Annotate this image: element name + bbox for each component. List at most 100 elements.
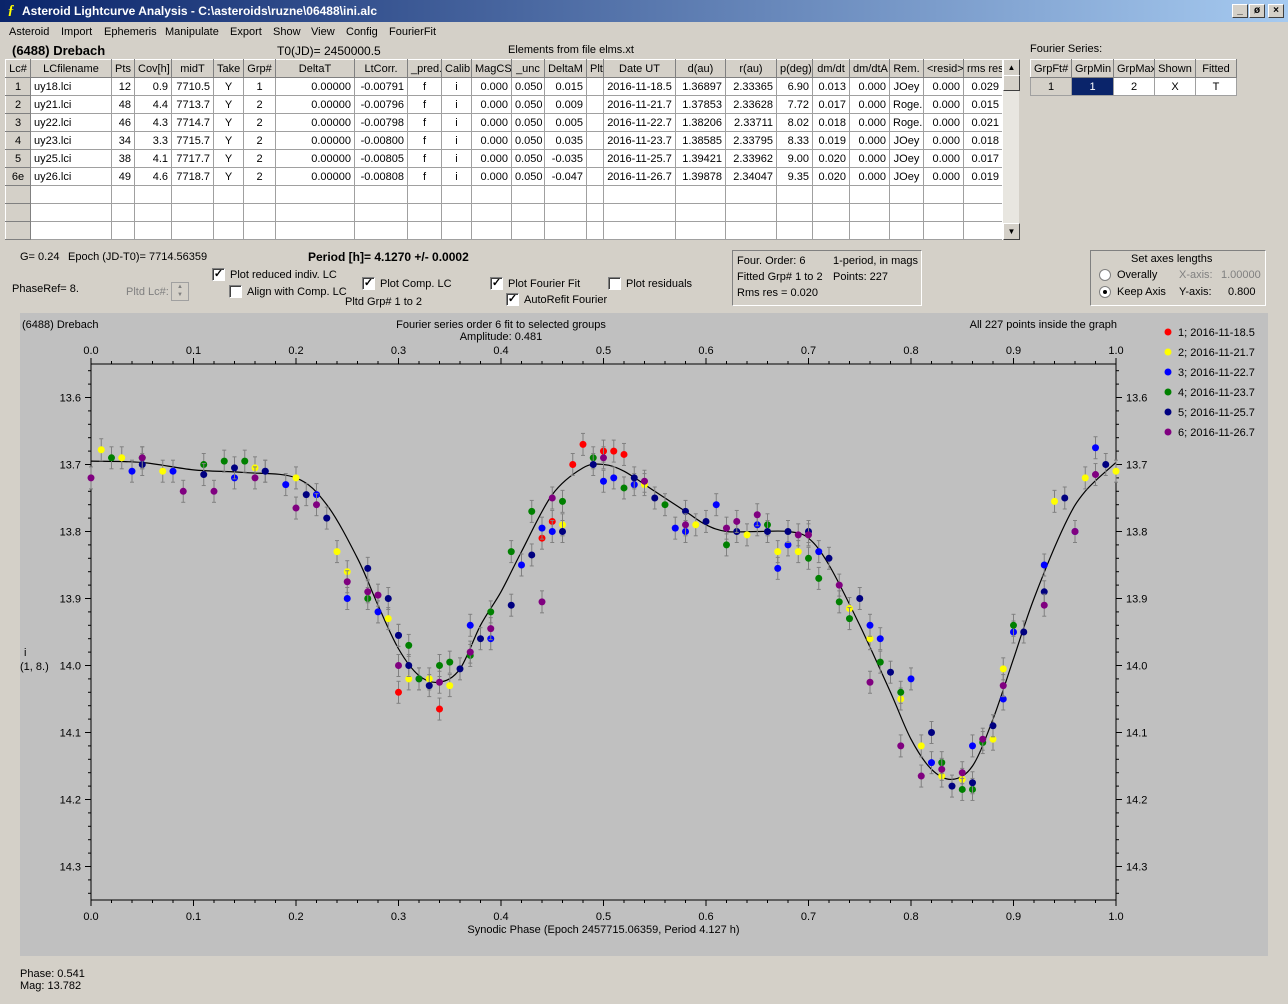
cell-take[interactable]: Y <box>213 131 244 150</box>
cell-grp[interactable]: 2 <box>243 167 276 186</box>
cell-deltam[interactable]: 0.035 <box>544 131 587 150</box>
cell-grp[interactable]: 2 <box>243 149 276 168</box>
cell-deltam[interactable]: -0.047 <box>544 167 587 186</box>
cell-midt[interactable]: 7714.7 <box>171 113 214 132</box>
cell-lc[interactable]: 4 <box>5 131 31 150</box>
cell-empty[interactable] <box>586 203 604 222</box>
cell-d-au[interactable]: 1.37853 <box>675 95 726 114</box>
cell-p-deg[interactable]: 8.02 <box>776 113 813 132</box>
cell-empty[interactable] <box>812 203 850 222</box>
cell-midt[interactable]: 7710.5 <box>171 77 214 96</box>
cell-p-deg[interactable]: 9.35 <box>776 167 813 186</box>
cell-dateut[interactable]: 2016-11-26.7 <box>603 167 676 186</box>
cell-empty[interactable] <box>812 221 850 240</box>
col-header-deltam[interactable]: DeltaM <box>544 59 587 78</box>
cell-rem[interactable]: JOey <box>889 131 924 150</box>
cell-empty[interactable] <box>889 221 924 240</box>
cell-rem[interactable]: Roge.. <box>889 95 924 114</box>
cell-empty[interactable] <box>849 203 890 222</box>
cell-empty[interactable] <box>441 221 472 240</box>
autorefit-checkbox[interactable]: ✓ AutoRefit Fourier <box>506 293 607 306</box>
cell-deltat[interactable]: 0.00000 <box>275 167 355 186</box>
cell-calib[interactable]: i <box>441 113 472 132</box>
menu-import[interactable]: Import <box>61 26 93 38</box>
cell-lcfilename[interactable]: uy26.lci <box>30 167 112 186</box>
cell-ltcorr[interactable]: -0.00791 <box>354 77 408 96</box>
plot-comp-checkbox[interactable]: ✓ Plot Comp. LC <box>362 277 452 290</box>
col-header-plt[interactable]: Plt <box>586 59 604 78</box>
col-header-dmdta[interactable]: dm/dtA <box>849 59 890 78</box>
y-axis-value[interactable]: 0.800 <box>1228 286 1256 298</box>
cell-empty[interactable] <box>923 185 964 204</box>
cell-rms-res[interactable]: 0.029 <box>963 77 1003 96</box>
cell-r-au[interactable]: 2.33962 <box>725 149 777 168</box>
cell-calib[interactable]: i <box>441 167 472 186</box>
cell-p-deg[interactable]: 7.72 <box>776 95 813 114</box>
cell-d-au[interactable]: 1.39421 <box>675 149 726 168</box>
cell-cov[interactable]: 0.9 <box>134 77 172 96</box>
cell-rem[interactable]: JOey <box>889 77 924 96</box>
cell-empty[interactable] <box>923 221 964 240</box>
cell-rem[interactable]: Roge.. <box>889 113 924 132</box>
menu-fourierfit[interactable]: FourierFit <box>389 26 437 38</box>
col-header-lc[interactable]: Lc# <box>5 59 31 78</box>
align-comp-checkbox[interactable]: Align with Comp. LC <box>229 285 347 298</box>
restore-button[interactable]: ø <box>1249 4 1265 18</box>
cell-empty[interactable] <box>963 203 1003 222</box>
cell-magcs[interactable]: 0.000 <box>471 113 512 132</box>
table-row-empty[interactable] <box>5 185 1003 204</box>
cell-dmdta[interactable]: 0.000 <box>849 113 890 132</box>
cell-empty[interactable] <box>134 221 172 240</box>
cell-r-au[interactable]: 2.33628 <box>725 95 777 114</box>
cell-empty[interactable] <box>725 203 777 222</box>
cell-grp[interactable]: 2 <box>243 95 276 114</box>
cell-empty[interactable] <box>354 185 408 204</box>
col-header-p-deg[interactable]: p(deg) <box>776 59 813 78</box>
cell-empty[interactable] <box>511 203 545 222</box>
menu-export[interactable]: Export <box>230 26 262 38</box>
cell-deltat[interactable]: 0.00000 <box>275 149 355 168</box>
cell-ltcorr[interactable]: -0.00796 <box>354 95 408 114</box>
cell-rms-res[interactable]: 0.015 <box>963 95 1003 114</box>
plot-reduced-checkbox[interactable]: ✓ Plot reduced indiv. LC <box>212 268 337 281</box>
cell-dateut[interactable]: 2016-11-21.7 <box>603 95 676 114</box>
cell-dateut[interactable]: 2016-11-22.7 <box>603 113 676 132</box>
cell-calib[interactable]: i <box>441 77 472 96</box>
cell-unc[interactable]: 0.050 <box>511 167 545 186</box>
menu-config[interactable]: Config <box>346 26 378 38</box>
cell-midt[interactable]: 7713.7 <box>171 95 214 114</box>
cell-empty[interactable] <box>134 185 172 204</box>
col-header-ltcorr[interactable]: LtCorr. <box>354 59 408 78</box>
scroll-thumb[interactable] <box>1003 75 1020 91</box>
cell-take[interactable]: Y <box>213 95 244 114</box>
table-scrollbar[interactable]: ▲ ▼ <box>1002 59 1020 240</box>
cell-empty[interactable] <box>30 221 112 240</box>
cell-plt[interactable] <box>586 131 604 150</box>
cell-empty[interactable] <box>725 221 777 240</box>
cell-empty[interactable] <box>407 185 442 204</box>
menu-manipulate[interactable]: Manipulate <box>165 26 219 38</box>
cell-grp[interactable]: 2 <box>243 131 276 150</box>
cell-plt[interactable] <box>586 77 604 96</box>
cell-midt[interactable]: 7715.7 <box>171 131 214 150</box>
cell-dmdta[interactable]: 0.000 <box>849 95 890 114</box>
cell-pts[interactable]: 48 <box>111 95 135 114</box>
lightcurve-plot[interactable]: 0.0 0.0 0.1 0.1 0.2 0.2 0.3 0.3 0.4 0.4 0.5 0.5 0.6 0… <box>20 313 1268 956</box>
cell-empty[interactable] <box>243 221 276 240</box>
cell-dmdt[interactable]: 0.017 <box>812 95 850 114</box>
cell-empty[interactable] <box>849 221 890 240</box>
col-header-midt[interactable]: midT <box>171 59 214 78</box>
cell-pts[interactable]: 46 <box>111 113 135 132</box>
col-header-cov[interactable]: Cov[h] <box>134 59 172 78</box>
cell-lc[interactable]: 3 <box>5 113 31 132</box>
cell-resid[interactable]: 0.000 <box>923 131 964 150</box>
cell-resid[interactable]: 0.000 <box>923 113 964 132</box>
cell-deltam[interactable]: 0.015 <box>544 77 587 96</box>
cell-empty[interactable] <box>849 185 890 204</box>
cell-dmdt[interactable]: 0.018 <box>812 113 850 132</box>
cell-magcs[interactable]: 0.000 <box>471 95 512 114</box>
plot-fourier-checkbox[interactable]: ✓ Plot Fourier Fit <box>490 277 580 290</box>
cell-empty[interactable] <box>134 203 172 222</box>
cell-empty[interactable] <box>923 203 964 222</box>
cell-dmdta[interactable]: 0.000 <box>849 77 890 96</box>
